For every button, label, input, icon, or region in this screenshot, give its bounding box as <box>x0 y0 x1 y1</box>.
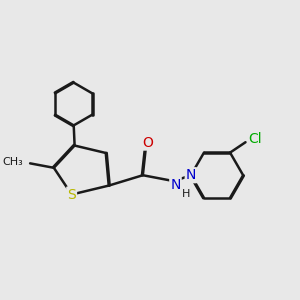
Text: O: O <box>142 136 153 150</box>
Text: CH₃: CH₃ <box>2 157 23 167</box>
Text: H: H <box>182 189 190 199</box>
Text: N: N <box>170 178 181 192</box>
Text: Cl: Cl <box>248 132 262 146</box>
Text: S: S <box>67 188 76 202</box>
Text: N: N <box>186 168 196 182</box>
